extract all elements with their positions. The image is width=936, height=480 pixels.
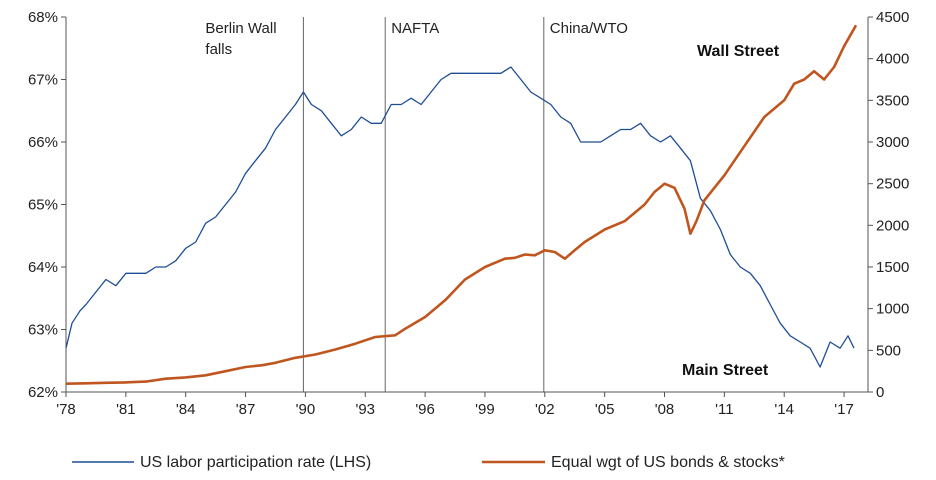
y-right-axis: 0 500 1000 1500 2000 2500 3000 3500 4000 4500	[867, 9, 909, 401]
y-right-tick-label: 3000	[876, 134, 909, 151]
annotations: Wall Street Main Street	[682, 43, 780, 379]
y-left-axis: 62% 63% 64% 65% 66% 67% 68%	[28, 9, 67, 401]
main-street-label: Main Street	[682, 362, 769, 379]
y-left-tick-label: 63%	[28, 322, 58, 339]
y-right-tick-label: 4000	[876, 51, 909, 68]
y-left-tick-label: 65%	[28, 197, 58, 214]
wall-street-label: Wall Street	[697, 43, 780, 60]
event-label: NAFTA	[391, 20, 439, 37]
x-tick-label: '17	[834, 401, 854, 418]
x-tick-label: '90	[296, 401, 316, 418]
series-line-2	[65, 24, 858, 385]
y-right-tick-label: 2000	[876, 217, 909, 234]
legend-label-2: Equal wgt of US bonds & stocks*	[551, 454, 785, 471]
y-right-tick-label: 1000	[876, 301, 909, 318]
x-tick-label: '99	[475, 401, 495, 418]
x-tick-label: '93	[355, 401, 375, 418]
y-left-tick-label: 62%	[28, 384, 58, 401]
y-right-tick-label: 2500	[876, 176, 909, 193]
x-tick-label: '08	[655, 401, 675, 418]
x-tick-label: '87	[236, 401, 256, 418]
y-right-tick-label: 0	[876, 384, 884, 401]
x-tick-label: '05	[595, 401, 615, 418]
y-left-tick-label: 68%	[28, 9, 58, 26]
series-line-1	[65, 66, 855, 368]
y-right-tick-label: 4500	[876, 9, 909, 26]
legend: US labor participation rate (LHS) Equal w…	[72, 454, 785, 471]
y-right-tick-label: 3500	[876, 92, 909, 109]
event-label: Berlin Wall	[205, 20, 276, 37]
y-left-tick-label: 66%	[28, 134, 58, 151]
x-axis: '78 '81 '84 '87 '90 '93 '96 '99 '02 '05 '08 '11 '14 '…	[56, 391, 868, 418]
y-left-tick-label: 64%	[28, 259, 58, 276]
x-tick-label: '81	[116, 401, 136, 418]
x-tick-label: '84	[176, 401, 196, 418]
event-lines: Berlin Wall falls NAFTA China/WTO	[205, 17, 628, 392]
x-tick-label: '02	[535, 401, 555, 418]
x-tick-label: '11	[715, 401, 733, 418]
x-tick-label: '78	[56, 401, 76, 418]
series-layer	[65, 24, 858, 385]
y-left-tick-label: 67%	[28, 72, 58, 89]
legend-label-1: US labor participation rate (LHS)	[140, 454, 371, 471]
event-label: falls	[205, 41, 232, 58]
event-label: China/WTO	[550, 20, 628, 37]
y-right-tick-label: 1500	[876, 259, 909, 276]
y-right-tick-label: 500	[876, 342, 901, 359]
x-tick-label: '96	[415, 401, 435, 418]
x-tick-label: '14	[774, 401, 794, 418]
